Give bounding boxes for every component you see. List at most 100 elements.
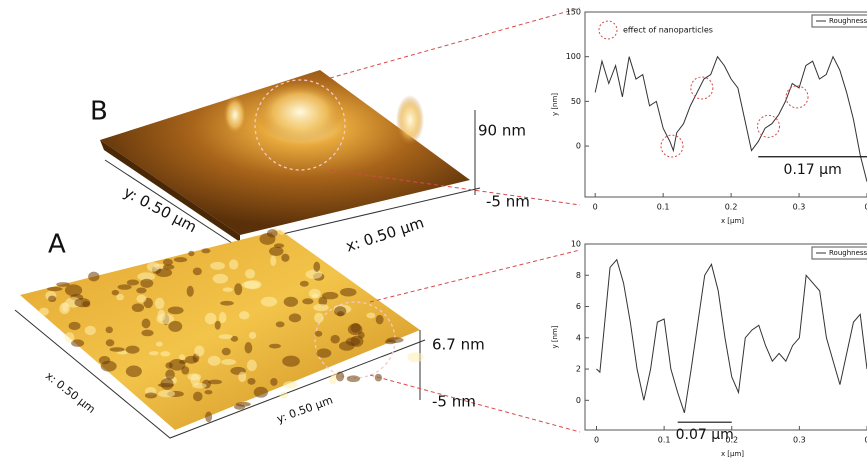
y-axis-label: y [nm]	[551, 325, 559, 348]
note-marker	[599, 21, 617, 39]
surface-texture	[221, 359, 236, 365]
surface-texture	[47, 287, 62, 291]
panel-label: B	[90, 97, 108, 127]
surface-texture	[174, 257, 187, 262]
surface-texture	[88, 272, 99, 282]
surface-texture	[269, 344, 281, 349]
surface-texture	[330, 335, 339, 344]
surface-texture	[205, 412, 212, 423]
data-line	[596, 260, 867, 413]
x-axis-label: x [µm]	[721, 450, 744, 458]
surface-texture	[279, 229, 285, 235]
scale-bar-label: 0.07 µm	[676, 427, 734, 443]
surface-texture	[99, 356, 110, 364]
surface-texture	[312, 294, 319, 299]
z-min: -5 nm	[432, 393, 476, 411]
highlight	[786, 86, 808, 108]
surface-texture	[254, 387, 268, 398]
surface-texture	[234, 283, 242, 295]
scale-bar-label: 0.17 µm	[784, 162, 842, 178]
surface-texture	[245, 342, 253, 353]
surface-texture	[56, 282, 69, 287]
x-tick-label: 0.3	[793, 203, 806, 212]
surface-texture	[187, 286, 194, 297]
surface-texture	[306, 270, 323, 279]
surface-texture	[132, 303, 144, 312]
x-tick-label: 0.2	[725, 203, 738, 212]
surface-texture	[300, 281, 309, 287]
axis-label: x: 0.50 µm	[344, 213, 427, 255]
surface-texture	[347, 375, 360, 382]
surface-texture	[165, 362, 172, 368]
surface-texture	[188, 373, 202, 380]
highlight	[691, 77, 713, 99]
surface-texture	[313, 262, 320, 272]
surface-texture	[279, 391, 287, 398]
surface-texture	[160, 351, 170, 356]
surface-texture	[270, 378, 277, 386]
plot-frame	[585, 244, 867, 430]
surface-texture	[141, 330, 153, 337]
surface-texture	[179, 360, 187, 364]
surface-texture	[270, 255, 276, 266]
surface-texture	[281, 254, 289, 262]
surface-texture	[118, 284, 132, 289]
surface-texture	[161, 378, 174, 390]
surface-texture	[234, 404, 245, 409]
surface-texture	[147, 262, 160, 272]
surface-texture	[284, 297, 298, 307]
z-min: -5 nm	[486, 193, 530, 211]
surface-texture	[334, 306, 346, 316]
surface-texture	[289, 313, 301, 322]
y-tick-label: 0	[576, 142, 581, 151]
x-tick-label: 0.1	[657, 203, 670, 212]
x-tick-label: 0	[594, 436, 599, 445]
x-tick-label: 0.3	[793, 436, 806, 445]
surface-texture	[261, 297, 277, 307]
surface-texture	[386, 337, 403, 343]
surface-texture	[39, 308, 49, 316]
surface-texture	[185, 356, 198, 364]
surface-texture	[136, 295, 146, 303]
y-tick-label: 4	[576, 333, 581, 342]
surface-texture	[348, 324, 363, 335]
surface-texture	[322, 292, 338, 300]
surface-texture	[149, 351, 159, 355]
surface-texture	[192, 383, 206, 389]
figure: B 90 nm -5 nm y: 0.50 µm x: 0.50 µm A 6.…	[0, 0, 867, 468]
surface-texture	[247, 360, 257, 371]
y-tick-label: 0	[576, 396, 581, 405]
surface-texture	[229, 259, 238, 269]
surface-texture	[283, 381, 297, 389]
afm-image-a	[15, 228, 425, 438]
surface-texture	[163, 264, 175, 269]
surface-texture	[127, 280, 139, 286]
surface-texture	[376, 315, 384, 324]
surface-texture	[205, 313, 217, 325]
surface-texture	[245, 269, 255, 279]
surface-texture	[193, 392, 203, 402]
surface-texture	[316, 348, 331, 358]
x-tick-label: 0	[593, 203, 598, 212]
surface-texture	[158, 390, 175, 397]
surface-texture	[219, 334, 233, 339]
surface-texture	[156, 342, 163, 347]
surface-texture	[247, 378, 255, 385]
surface-texture	[165, 369, 175, 379]
surface-texture	[136, 287, 146, 293]
x-tick-label: 0.1	[658, 436, 671, 445]
surface-texture	[407, 352, 423, 362]
surface-texture	[215, 321, 221, 330]
legend-label: Roughness	[829, 17, 867, 25]
y-tick-label: 150	[566, 8, 581, 17]
y-tick-label: 2	[576, 365, 581, 374]
surface-texture	[238, 372, 246, 382]
surface-texture	[210, 262, 225, 270]
y-tick-label: 10	[571, 240, 581, 249]
surface-texture	[65, 332, 75, 343]
surface-texture	[366, 312, 375, 318]
surface-texture	[336, 371, 344, 381]
surface-texture	[213, 274, 228, 284]
afm-image-b	[100, 70, 480, 245]
surface-texture	[340, 288, 356, 297]
